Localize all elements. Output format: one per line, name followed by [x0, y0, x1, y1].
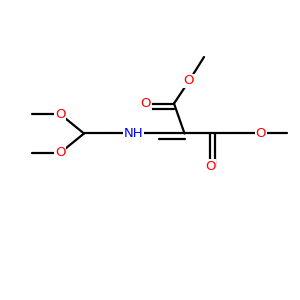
Text: O: O [55, 107, 65, 121]
Text: O: O [256, 127, 266, 140]
Text: O: O [184, 74, 194, 88]
Text: O: O [55, 146, 65, 160]
Text: O: O [140, 97, 151, 110]
Text: O: O [205, 160, 215, 173]
Text: NH: NH [124, 127, 143, 140]
